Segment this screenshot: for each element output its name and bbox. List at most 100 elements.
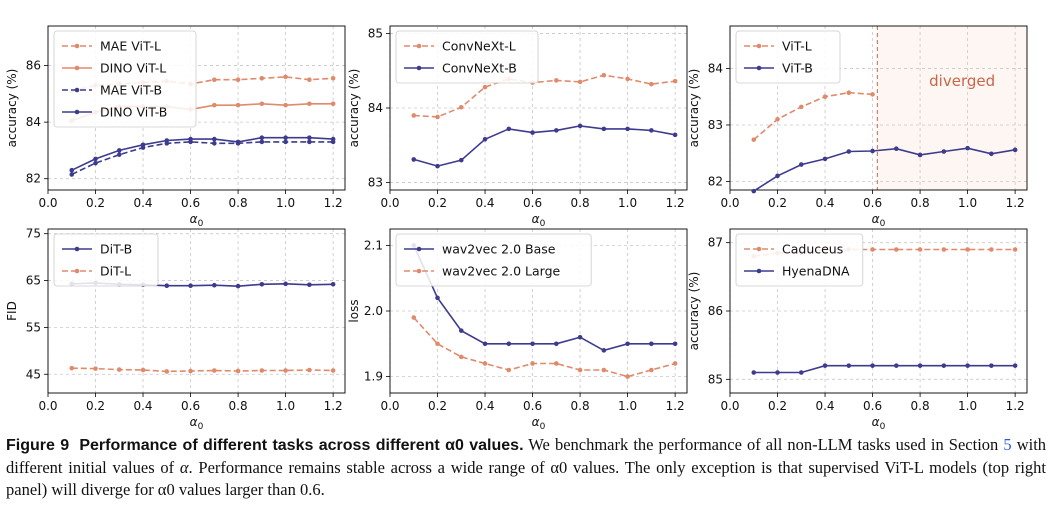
x-axis-label: α0 (872, 212, 886, 229)
data-point (846, 363, 852, 368)
data-point (506, 126, 512, 132)
data-point (601, 367, 607, 373)
diverged-label: diverged (929, 72, 995, 90)
data-point (577, 123, 583, 129)
data-point (435, 163, 440, 169)
data-point (283, 135, 288, 140)
data-point (283, 368, 288, 373)
data-point (870, 148, 875, 154)
y-tick-label: 84 (368, 101, 383, 115)
legend-box (395, 30, 539, 84)
legend-box (735, 233, 864, 287)
data-point (188, 136, 193, 142)
x-tick-label: 0.0 (38, 196, 57, 210)
data-point (116, 367, 122, 372)
x-axis-label: α0 (872, 415, 886, 430)
y-axis-label: FID (5, 301, 19, 321)
legend-label: MAE ViT-B (100, 83, 162, 98)
legend-label: HyenaDNA (782, 264, 850, 279)
series-line-caduceus (753, 248, 1016, 258)
series-line-dino-vit-b (71, 136, 334, 171)
data-point (989, 247, 994, 252)
data-point (965, 363, 970, 368)
data-point (751, 188, 757, 194)
data-point (435, 341, 440, 347)
section-ref-link[interactable]: 5 (1003, 435, 1012, 454)
y-tick-label: 55 (26, 320, 41, 334)
y-tick-label: 87 (708, 236, 723, 250)
series-line-wav2vec-2-0-large (413, 317, 676, 378)
legend-label: DINO ViT-B (100, 105, 167, 120)
x-tick-label: 0.2 (428, 399, 447, 413)
data-point (577, 334, 583, 340)
data-point (458, 328, 464, 333)
legend-marker (74, 268, 80, 274)
data-point (283, 74, 288, 80)
data-point (530, 341, 535, 347)
y-tick-label: 83 (708, 118, 723, 132)
x-tick-label: 1.0 (958, 196, 977, 210)
x-tick-label: 0.2 (768, 399, 787, 413)
data-point (941, 149, 947, 154)
axes-frame (47, 25, 346, 191)
legend-label: DiT-B (100, 242, 132, 257)
y-axis-label: accuracy (%) (347, 69, 361, 148)
caption-text-3: . Performance remains stable across a wi… (6, 458, 1046, 499)
data-point (601, 72, 607, 78)
legend-marker (74, 87, 80, 93)
data-point (330, 368, 336, 373)
x-tick-label: 0.4 (475, 399, 494, 413)
legend-box (53, 30, 197, 128)
legend: wav2vec 2.0 Base wav2vec 2.0 Large (395, 233, 592, 287)
legend-marker (416, 43, 422, 49)
data-point (649, 367, 654, 373)
x-tick-label: 1.0 (618, 399, 637, 413)
data-point (116, 148, 122, 153)
data-point (649, 128, 654, 133)
diverged-region (877, 26, 1027, 190)
data-point (965, 247, 970, 252)
x-tick-label: 0.4 (815, 196, 834, 210)
chart-panel-3: diverged 0.0 0.2 0.4 0.6 0.8 1.0 1.2 82 83 84 α0 acc… (687, 25, 1028, 229)
legend-marker (74, 65, 80, 71)
x-tick-label: 0.8 (911, 196, 930, 210)
data-point (577, 79, 583, 85)
data-point (93, 366, 98, 371)
figure-panels: 0.0 0.2 0.4 0.6 0.8 1.0 1.2 82 84 86 α0 accuracy (%… (5, 25, 1028, 430)
legend-marker (756, 65, 762, 71)
data-point (212, 77, 217, 83)
y-tick-label: 82 (26, 172, 41, 186)
x-tick-label: 1.2 (324, 196, 343, 210)
legend-label: DiT-L (100, 264, 131, 279)
legend-box (735, 30, 841, 84)
y-axis-label: accuracy (%) (5, 69, 19, 148)
series-line-mae-vit-l (71, 76, 334, 92)
data-point (506, 341, 512, 347)
x-tick-label: 1.2 (1006, 399, 1025, 413)
data-point (775, 117, 780, 122)
data-point (140, 367, 146, 373)
legend-label: DINO ViT-L (100, 61, 166, 76)
x-tick-label: 0.4 (133, 399, 152, 413)
legend-box (395, 233, 592, 287)
data-point (307, 77, 312, 83)
data-point (188, 283, 193, 288)
x-tick-label: 1.2 (666, 399, 685, 413)
x-tick-label: 1.2 (1006, 196, 1025, 210)
chart-panel-5: 0.0 0.2 0.4 0.6 0.8 1.0 1.2 1.9 2.0 2.1 α0 loss wav2… (347, 228, 688, 430)
data-point (822, 156, 828, 162)
legend-marker (74, 109, 80, 115)
data-point (235, 102, 241, 108)
data-point (330, 76, 336, 81)
data-point (775, 370, 780, 375)
legend-marker (756, 43, 762, 49)
legend-label: ConvNeXt-B (442, 61, 517, 76)
data-point (458, 157, 464, 163)
data-point (458, 354, 464, 360)
data-point (917, 152, 923, 158)
x-tick-label: 0.2 (768, 196, 787, 210)
data-point (93, 160, 98, 166)
data-point (751, 370, 757, 375)
data-point (259, 139, 265, 145)
chart-panel-4: 0.0 0.2 0.4 0.6 0.8 1.0 1.245556575α0FIDDiT-BD… (5, 227, 346, 430)
